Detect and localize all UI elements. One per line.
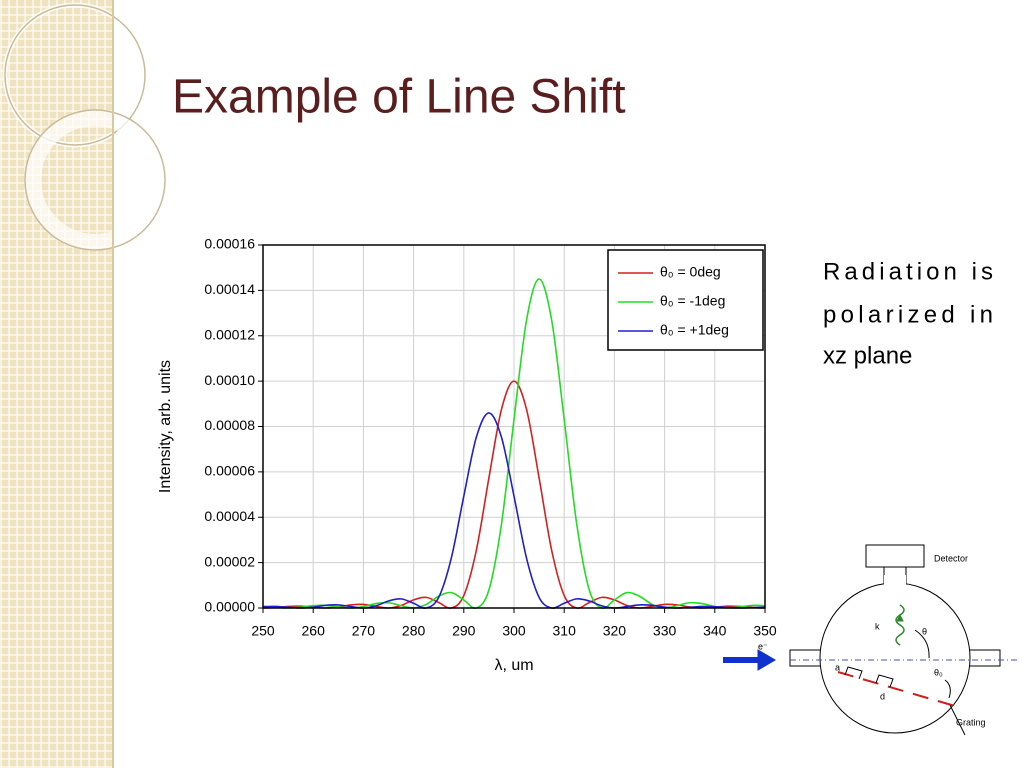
- diagram-label: Detector: [934, 553, 968, 563]
- legend-label: θ₀ = +1deg: [660, 322, 729, 338]
- y-tick-label: 0.00006: [204, 463, 255, 479]
- y-tick-label: 0.00002: [204, 553, 255, 569]
- diagram-label: k: [875, 621, 880, 631]
- x-tick-label: 300: [502, 623, 526, 639]
- x-tick-label: 330: [653, 623, 677, 639]
- body-text: Radiation is: [823, 258, 993, 285]
- y-tick-label: 0.00008: [204, 417, 255, 433]
- y-tick-label: 0.00004: [204, 508, 255, 524]
- legend-label: θ₀ = 0deg: [660, 264, 721, 280]
- plot-border: [262, 244, 766, 609]
- y-tick-label: 0.00016: [204, 236, 255, 252]
- x-tick-label: 320: [603, 623, 627, 639]
- x-tick-label: 280: [402, 623, 426, 639]
- x-tick-label: 250: [251, 623, 275, 639]
- slide-title: Example of Line Shift: [172, 71, 626, 124]
- grating-diagram: Detector k θ e⁻ a d θ₀ Grating: [723, 544, 1018, 736]
- x-tick-label: 290: [452, 623, 476, 639]
- x-tick-label: 310: [553, 623, 577, 639]
- diagram-label: e⁻: [758, 641, 768, 651]
- x-tick-label: 260: [302, 623, 326, 639]
- body-text: xz plane: [823, 342, 912, 369]
- diagram-label: θ₀: [934, 667, 943, 677]
- decor: [2, 0, 166, 768]
- x-tick-label: 350: [753, 623, 777, 639]
- diagram-label: a: [835, 662, 840, 672]
- y-tick-label: 0.00010: [204, 372, 255, 388]
- legend-label: θ₀ = -1deg: [660, 293, 725, 309]
- body-text: polarized in: [823, 301, 993, 328]
- x-tick-label: 270: [352, 623, 376, 639]
- x-axis-title: λ, um: [494, 657, 533, 674]
- x-tick-label: 340: [703, 623, 727, 639]
- y-tick-label: 0.00014: [204, 281, 255, 297]
- legend-box: [607, 249, 764, 351]
- y-axis-title: Intensity, arb. units: [157, 360, 174, 493]
- y-tick-label: 0.00012: [204, 326, 255, 342]
- y-tick-label: 0.00000: [204, 599, 255, 615]
- diagram-label: Grating: [956, 717, 986, 727]
- chart: 0.00000 0.00002 0.00004 0.00006 0.00008 0.000…: [157, 236, 777, 675]
- diagram-label: d: [880, 691, 885, 701]
- diagram-label: θ: [922, 626, 927, 636]
